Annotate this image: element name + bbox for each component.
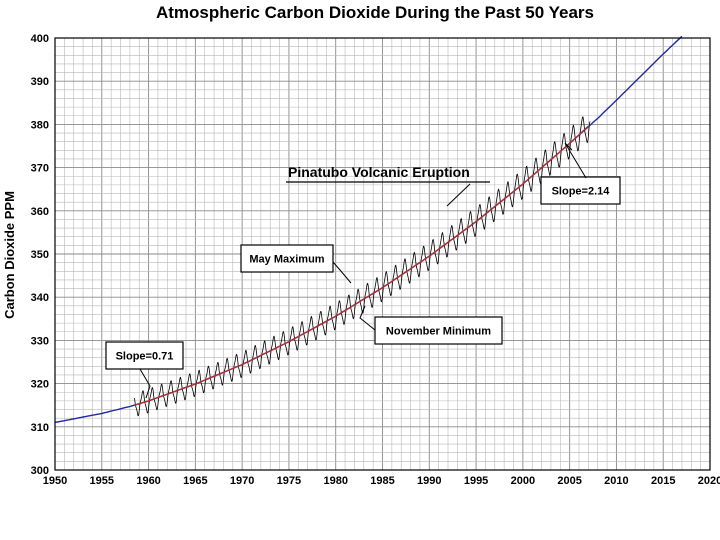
x-tick-label: 2010: [604, 475, 628, 487]
x-tick-label: 1950: [43, 475, 67, 487]
y-tick-label: 380: [31, 119, 49, 131]
x-tick-label: 1955: [90, 475, 114, 487]
chart-title: Atmospheric Carbon Dioxide During the Pa…: [155, 3, 595, 22]
annotation-box-may-maximum: [240, 244, 334, 273]
x-tick-label: 1995: [464, 475, 488, 487]
annotation-may-maximum: May Maximum: [249, 254, 324, 266]
y-tick-label: 320: [31, 379, 49, 391]
x-tick-label: 1970: [230, 475, 254, 487]
y-tick-label: 390: [31, 76, 49, 88]
y-tick-label: 340: [31, 292, 49, 304]
x-tick-label: 1980: [323, 475, 347, 487]
y-tick-label: 310: [31, 422, 49, 434]
annotation-pinatubo-arrow: [446, 183, 471, 207]
x-tick-label: 1975: [277, 475, 301, 487]
x-tick-label: 1965: [183, 475, 207, 487]
x-tick-label: 1990: [417, 475, 441, 487]
y-tick-label: 350: [31, 249, 49, 261]
x-tick-label: 1985: [370, 475, 394, 487]
annotation-arrow-slope-2-14: [564, 142, 587, 179]
annotation-arrow-may-maximum: [332, 261, 352, 284]
tick-labels: 1950 1955 1960 1965 1970 1975 1980 1985 1990 1995…: [31, 33, 720, 487]
y-tick-label: 300: [31, 465, 49, 477]
annotation-slope-0-71: Slope=0.71: [116, 351, 174, 363]
annotation-box-slope-2-14: [540, 176, 621, 205]
grid: [54, 37, 711, 471]
annotation-arrow-slope-0-71: [139, 368, 151, 399]
plot-frame: [54, 37, 711, 471]
y-tick-label: 360: [31, 206, 49, 218]
x-tick-label: 1960: [136, 475, 160, 487]
annotation-box-slope-0-71: [105, 341, 184, 370]
y-tick-label: 370: [31, 163, 49, 175]
y-axis-label: Carbon Dioxide PPM: [2, 191, 17, 319]
x-tick-label: 2020: [698, 475, 720, 487]
annotation-arrow-november-minimum: [359, 305, 376, 331]
y-tick-label: 400: [31, 33, 49, 45]
series-monthly-co2: [134, 116, 591, 417]
annotation-pinatubo: Pinatubo Volcanic Eruption: [288, 164, 470, 180]
x-tick-label: 2000: [511, 475, 535, 487]
annotations: Pinatubo Volcanic Eruption Slope=2.14 May …: [105, 142, 621, 399]
y-tick-label: 330: [31, 335, 49, 347]
x-tick-label: 2005: [557, 475, 581, 487]
x-tick-label: 2015: [651, 475, 675, 487]
annotation-slope-2-14: Slope=2.14: [552, 186, 611, 198]
annotation-box-november-minimum: [374, 316, 503, 345]
annotation-november-minimum: November Minimum: [386, 326, 491, 338]
series-trend-observed: [134, 125, 589, 406]
